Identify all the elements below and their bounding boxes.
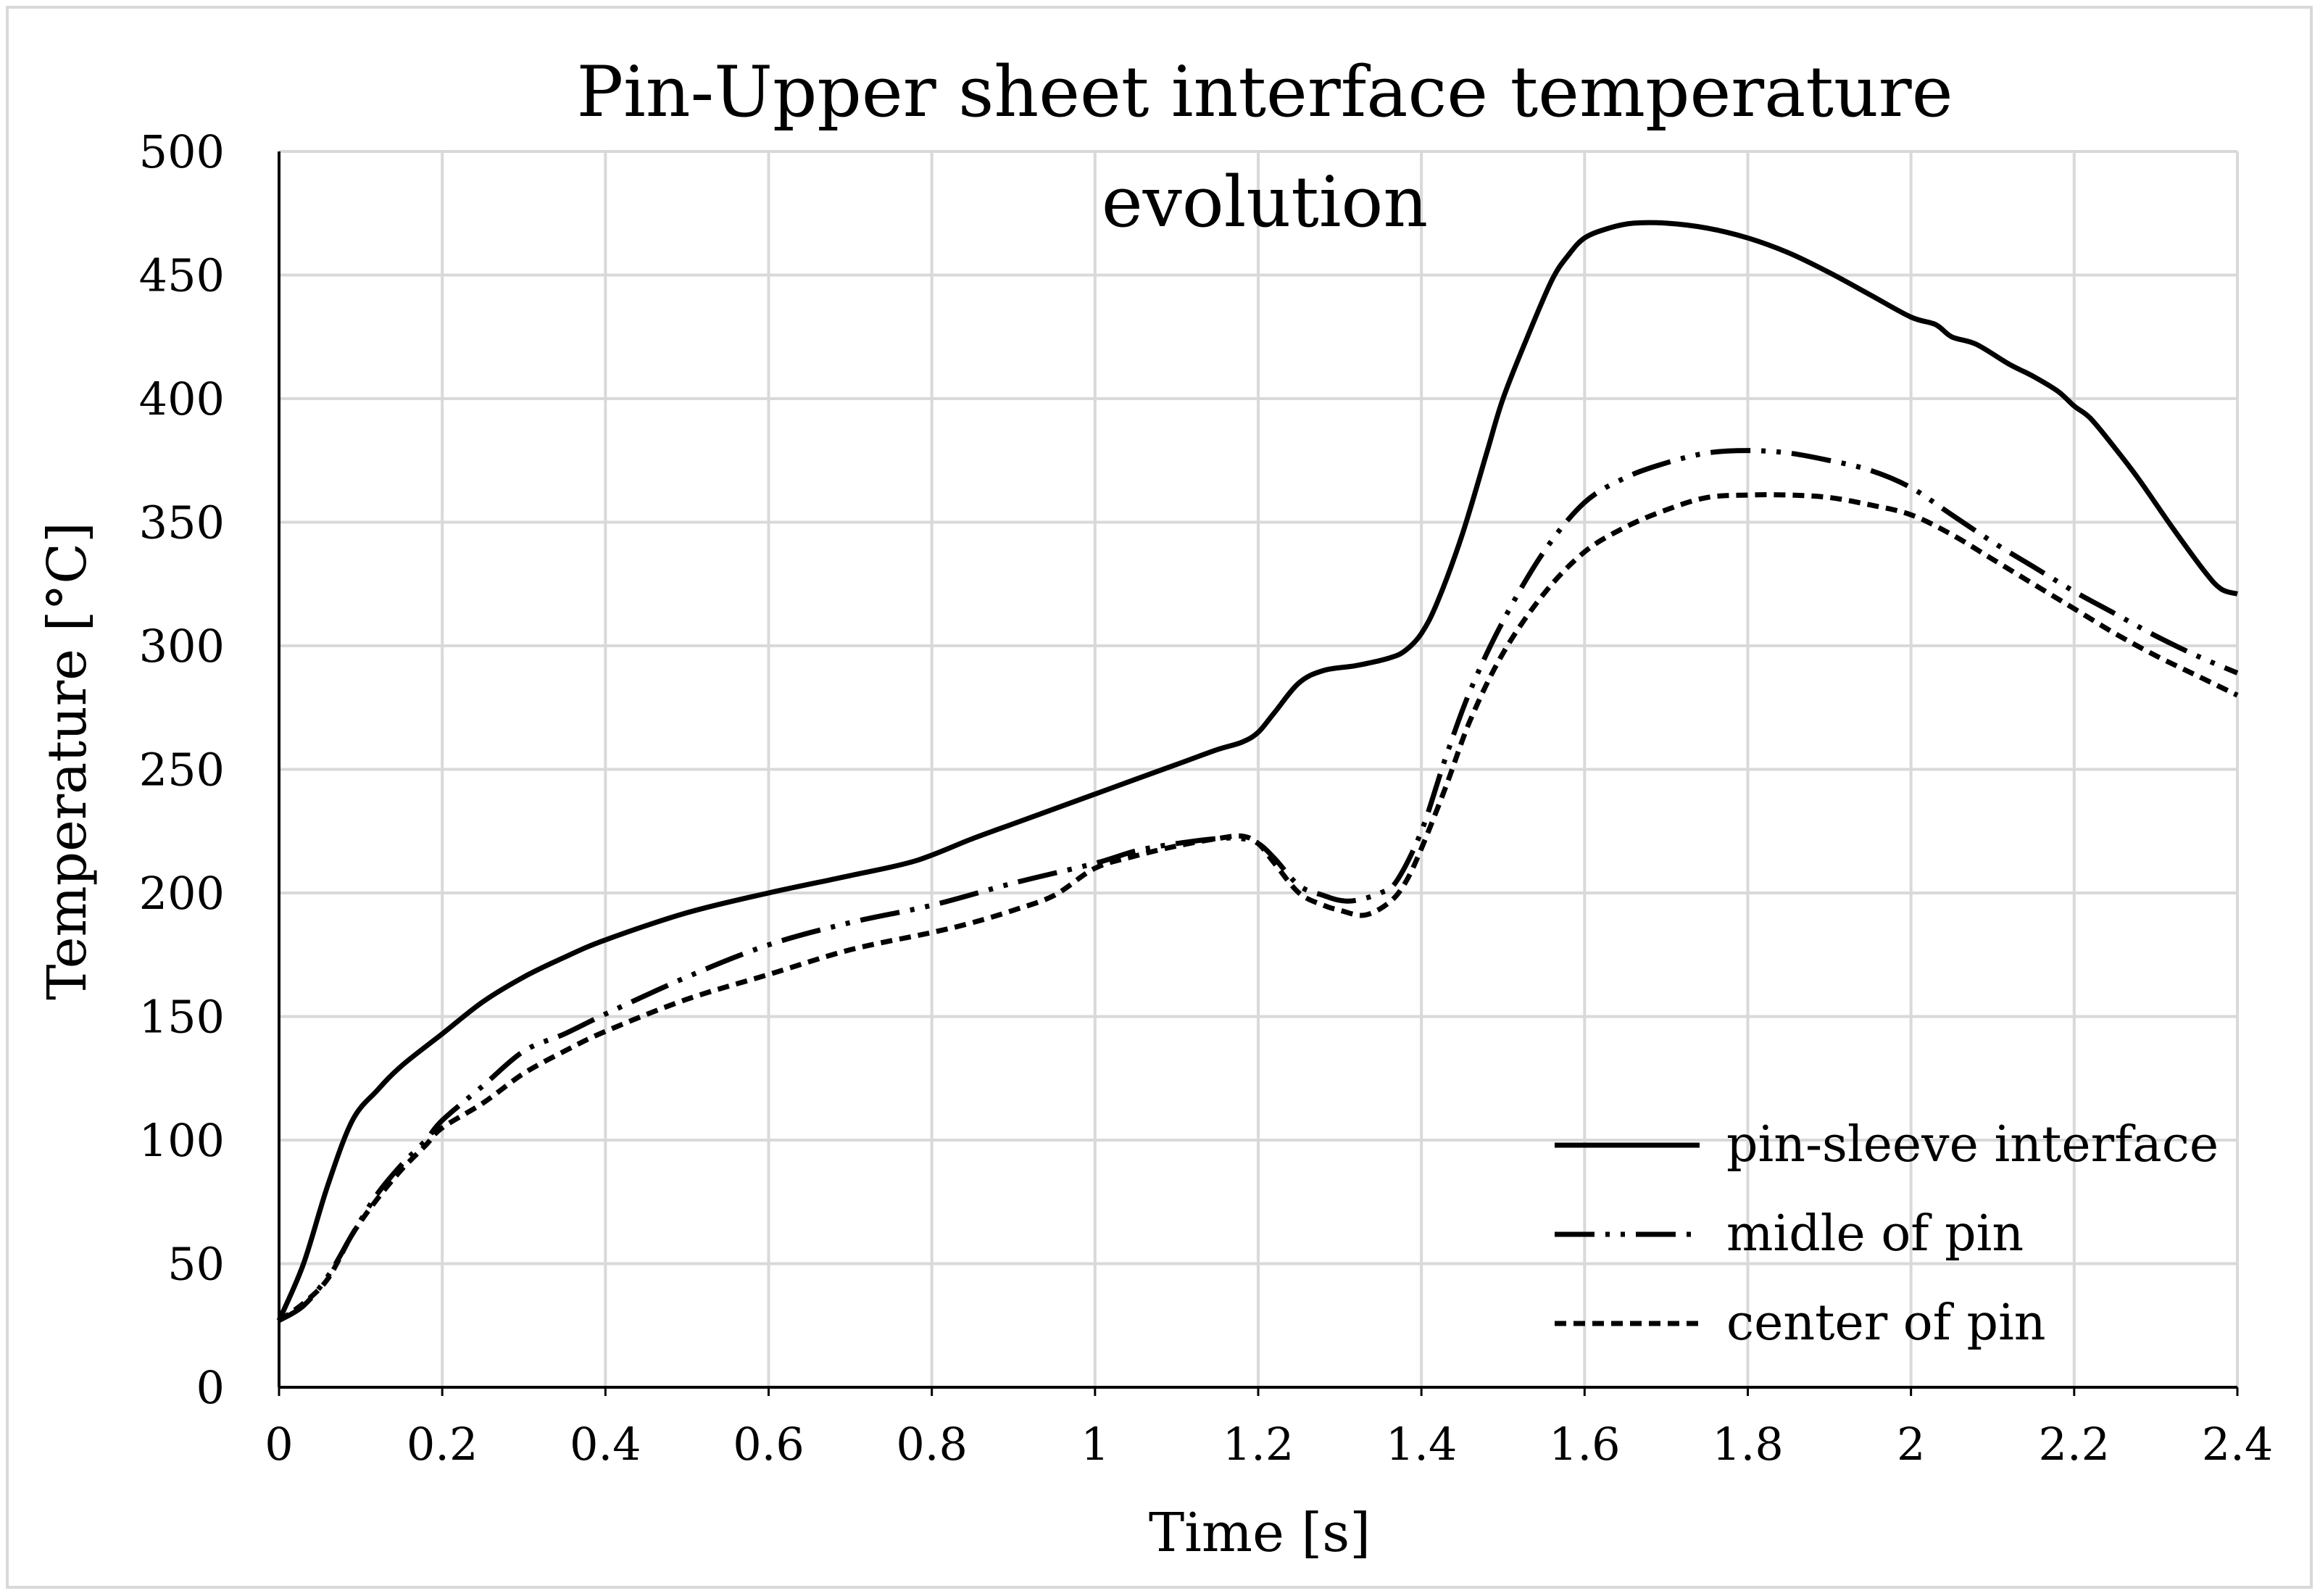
axes <box>278 151 2239 1396</box>
y-tick-label: 0 <box>196 1361 225 1414</box>
y-tick-label: 300 <box>139 620 225 673</box>
x-tick-label: 0.6 <box>733 1418 804 1471</box>
x-tick-label: 1.6 <box>1549 1418 1621 1471</box>
y-axis-label: Temperature [°C] <box>36 522 99 1000</box>
x-axis-label: Time [s] <box>1149 1502 1371 1564</box>
legend-label-midle-of-pin: midle of pin <box>1726 1205 2024 1263</box>
series-lines <box>276 220 2239 1323</box>
legend-label-pin-sleeve-interface: pin-sleeve interface <box>1726 1116 2219 1173</box>
x-tick-label: 2.2 <box>2039 1418 2111 1471</box>
chart-frame <box>6 6 2313 1589</box>
y-tick-label: 350 <box>139 496 225 549</box>
gridlines <box>279 150 2239 1387</box>
tick-labels: 0 50 100 150 200 250 300 350 400 450 500 0 0.2 0.4 0.6… <box>139 125 2274 1471</box>
x-tick-label: 0.2 <box>407 1418 478 1471</box>
y-tick-label: 250 <box>139 744 225 797</box>
x-tick-label: 0.4 <box>570 1418 641 1471</box>
series-line-center-of-pin <box>278 492 2239 1323</box>
series-line-midle-of-pin <box>278 448 2239 1323</box>
chart-title-line-1: Pin-Upper sheet interface temperature <box>577 51 1953 133</box>
legend-label-center-of-pin: center of pin <box>1726 1294 2046 1352</box>
x-tick-label: 0 <box>265 1418 293 1471</box>
y-tick-label: 150 <box>139 991 225 1044</box>
y-tick-label: 450 <box>139 249 225 302</box>
x-tick-label: 1.8 <box>1712 1418 1784 1471</box>
series-line-pin-sleeve-interface <box>276 220 2238 1322</box>
x-tick-label: 1 <box>1081 1418 1109 1471</box>
x-tick-label: 2 <box>1897 1418 1925 1471</box>
x-tick-label: 0.8 <box>896 1418 968 1471</box>
x-tick-label: 1.2 <box>1223 1418 1294 1471</box>
y-tick-label: 200 <box>139 867 225 920</box>
y-tick-label: 400 <box>139 373 225 425</box>
legend: pin-sleeve interface midle of pin center… <box>1555 1116 2219 1352</box>
x-tick-label: 2.4 <box>2202 1418 2274 1471</box>
y-tick-label: 500 <box>139 125 225 178</box>
x-tick-label: 1.4 <box>1386 1418 1458 1471</box>
chart-title-line-2: evolution <box>1102 162 1428 243</box>
y-tick-label: 100 <box>139 1114 225 1167</box>
y-tick-label: 50 <box>167 1238 225 1291</box>
